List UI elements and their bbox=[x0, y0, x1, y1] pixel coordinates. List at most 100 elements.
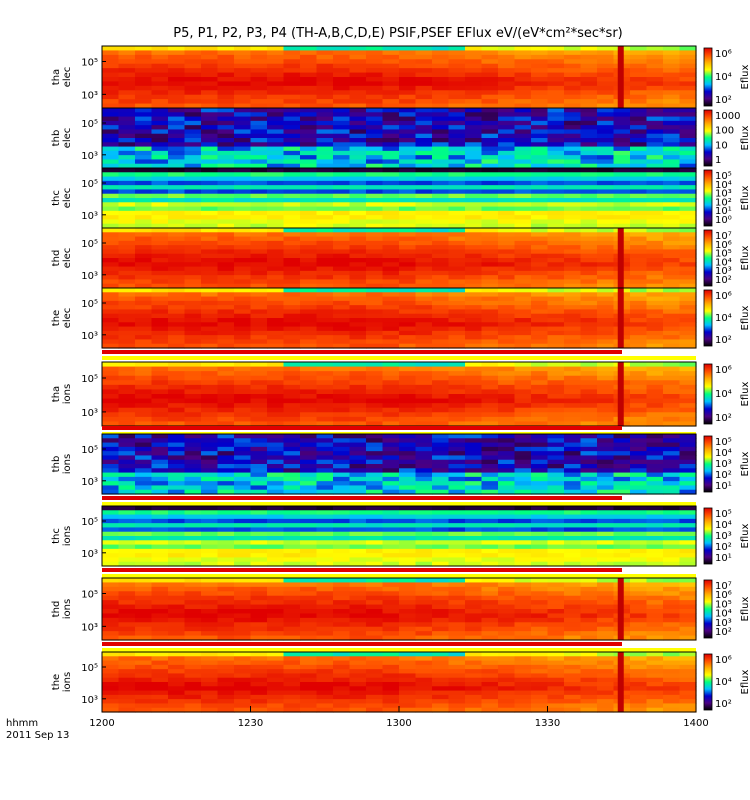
heatmap-cell bbox=[349, 366, 367, 372]
heatmap-cell bbox=[399, 561, 417, 567]
heatmap-cell bbox=[514, 609, 532, 615]
heatmap-cell bbox=[481, 523, 499, 529]
heatmap-cell bbox=[349, 77, 367, 83]
heatmap-cell bbox=[465, 523, 483, 529]
heatmap-cell bbox=[679, 176, 697, 182]
heatmap-cell bbox=[316, 68, 334, 74]
heatmap-cell bbox=[564, 622, 582, 628]
heatmap-cell bbox=[267, 690, 285, 696]
heatmap-cell bbox=[580, 489, 598, 495]
heatmap-cell bbox=[448, 472, 466, 478]
heatmap-cell bbox=[448, 63, 466, 69]
heatmap-cell bbox=[168, 206, 186, 212]
heatmap-cell bbox=[135, 50, 153, 56]
heatmap-cell bbox=[151, 582, 169, 588]
heatmap-cell bbox=[465, 617, 483, 623]
heatmap-cell bbox=[432, 142, 450, 148]
heatmap-cell bbox=[514, 245, 532, 251]
heatmap-cell bbox=[531, 375, 549, 381]
heatmap-cell bbox=[580, 514, 598, 520]
heatmap-cell bbox=[366, 81, 384, 87]
heatmap-cell bbox=[580, 296, 598, 302]
heatmap-cell bbox=[102, 85, 120, 91]
heatmap-cell bbox=[564, 472, 582, 478]
heatmap-cell bbox=[498, 582, 516, 588]
heatmap-cell bbox=[432, 326, 450, 332]
heatmap-cell bbox=[118, 682, 136, 687]
heatmap-cell bbox=[580, 72, 598, 78]
heatmap-cell bbox=[135, 626, 153, 632]
heatmap-cell bbox=[580, 90, 598, 96]
heatmap-cell bbox=[349, 434, 367, 439]
heatmap-cell bbox=[168, 185, 186, 191]
heatmap-cell bbox=[300, 159, 318, 165]
heatmap-cell bbox=[366, 142, 384, 148]
heatmap-cell bbox=[267, 50, 285, 56]
heatmap-cell bbox=[333, 631, 351, 637]
heatmap-cell bbox=[283, 468, 301, 474]
heatmap-cell bbox=[217, 375, 235, 381]
heatmap-cell bbox=[481, 489, 499, 495]
heatmap-cell bbox=[498, 527, 516, 533]
heatmap-cell bbox=[102, 403, 120, 409]
heatmap-cell bbox=[283, 330, 301, 336]
heatmap-cell bbox=[564, 228, 582, 233]
heatmap-cell bbox=[250, 94, 268, 100]
heatmap-cell bbox=[399, 85, 417, 91]
heatmap-cell bbox=[201, 591, 219, 597]
heatmap-cell bbox=[283, 198, 301, 203]
heatmap-cell bbox=[465, 536, 483, 541]
heatmap-cell bbox=[300, 416, 318, 423]
heatmap-cell bbox=[547, 270, 565, 276]
heatmap-cell bbox=[448, 394, 466, 400]
heatmap-cell bbox=[663, 626, 681, 632]
heatmap-cell bbox=[333, 609, 351, 615]
heatmap-cell bbox=[267, 553, 285, 559]
heatmap-cell bbox=[514, 472, 532, 478]
heatmap-cell bbox=[267, 622, 285, 628]
heatmap-cell bbox=[283, 389, 301, 395]
heatmap-cell bbox=[333, 146, 351, 152]
heatmap-cell bbox=[432, 176, 450, 182]
heatmap-cell bbox=[531, 514, 549, 520]
heatmap-cell bbox=[102, 384, 120, 391]
heatmap-cell bbox=[514, 63, 532, 69]
heatmap-cell bbox=[646, 270, 664, 276]
heatmap-cell bbox=[250, 682, 268, 687]
heatmap-cell bbox=[630, 586, 648, 592]
heatmap-cell bbox=[465, 421, 483, 427]
heatmap-cell bbox=[267, 335, 285, 341]
heatmap-cell bbox=[580, 506, 598, 511]
heatmap-cell bbox=[234, 476, 252, 482]
heatmap-cell bbox=[547, 108, 565, 113]
heatmap-cell bbox=[283, 300, 301, 306]
heatmap-cell bbox=[498, 46, 516, 52]
heatmap-cell bbox=[597, 77, 615, 83]
heatmap-cell bbox=[465, 258, 483, 263]
heatmap-cell bbox=[168, 159, 186, 165]
heatmap-cell bbox=[217, 288, 235, 293]
heatmap-cell bbox=[366, 371, 384, 377]
heatmap-cell bbox=[481, 68, 499, 74]
heatmap-cell bbox=[234, 609, 252, 615]
heatmap-cell bbox=[267, 468, 285, 474]
heatmap-cell bbox=[564, 133, 582, 139]
heatmap-cell bbox=[613, 468, 631, 474]
heatmap-cell bbox=[415, 481, 433, 487]
heatmap-cell bbox=[316, 416, 334, 423]
heatmap-cell bbox=[646, 375, 664, 381]
heatmap-cell bbox=[234, 138, 252, 143]
y-tick-label: 10³ bbox=[81, 331, 98, 342]
colorbar bbox=[703, 47, 713, 107]
heatmap-cell bbox=[547, 59, 565, 65]
heatmap-cell bbox=[201, 189, 219, 195]
heatmap-cell bbox=[217, 412, 235, 418]
heatmap-cell bbox=[217, 210, 235, 216]
heatmap-cell bbox=[250, 707, 268, 713]
heatmap-cell bbox=[547, 322, 565, 328]
heatmap-cell bbox=[300, 223, 318, 229]
heatmap-cell bbox=[250, 322, 268, 328]
heatmap-cell bbox=[415, 677, 433, 683]
heatmap-cell bbox=[382, 103, 400, 109]
